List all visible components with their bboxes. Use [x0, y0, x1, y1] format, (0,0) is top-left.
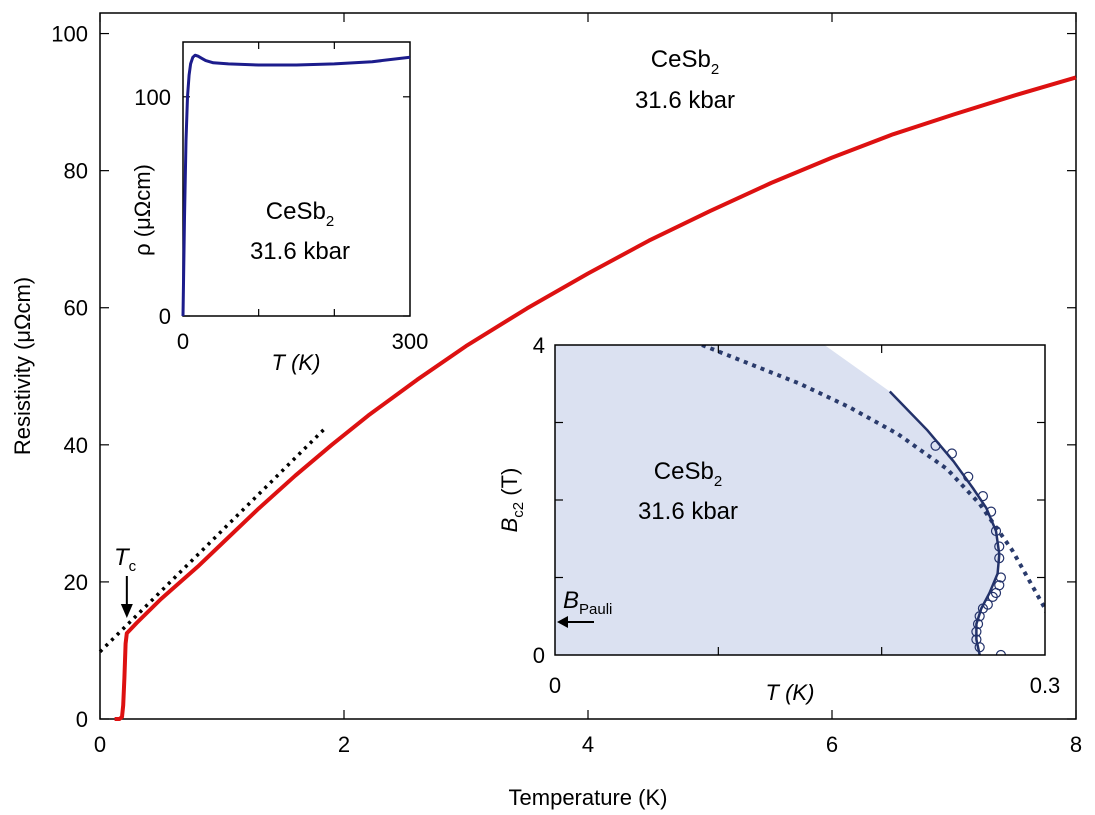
y-tick-label: 0 — [76, 707, 88, 732]
inset2-x-axis-label: T (K) — [766, 680, 815, 705]
inset-bc2-chart: 0 0.3 0 4 T (K) Bc2 (T) CeSb2 31.6 kbar BPa… — [497, 333, 1061, 705]
inset1-series-layer — [181, 53, 411, 317]
inset1-plot-frame — [182, 41, 411, 317]
inset-resistivity-chart: 0 300 0 100 T (K) ρ (μΩcm) CeSb2 31.6 kbar — [130, 41, 428, 375]
bc2-data-point — [930, 440, 941, 451]
inset1-x-tick-label: 0 — [177, 329, 189, 354]
main-x-axis-label: Temperature (K) — [509, 785, 668, 810]
y-tick-label: 20 — [64, 570, 88, 595]
x-tick-label: 0 — [94, 732, 106, 757]
pauli-label: BPauli — [563, 587, 612, 618]
inset1-y-tick-label: 100 — [134, 85, 171, 110]
tc-arrow-head — [120, 604, 133, 618]
y-tick-label: 80 — [64, 159, 88, 184]
x-tick-label: 6 — [826, 732, 838, 757]
bc2-data-point — [946, 448, 958, 459]
inset2-annotation-line1: CeSb2 — [654, 458, 722, 490]
inset1-x-tick-label: 300 — [392, 329, 429, 354]
tc-label: Tc — [114, 544, 137, 575]
pauli-arrow-head — [557, 616, 568, 628]
bc2-data-point — [994, 541, 1005, 552]
inset2-y-tick-label: 0 — [533, 643, 545, 668]
inset2-x-tick-label: 0.3 — [1030, 673, 1061, 698]
x-tick-label: 2 — [338, 732, 350, 757]
bc2-data-point — [995, 572, 1007, 583]
inset2-y-axis-label: Bc2 (T) — [497, 468, 527, 533]
tc-marker: Tc — [114, 544, 137, 618]
main-annotation-line2: 31.6 kbar — [635, 87, 735, 114]
x-tick-label: 8 — [1070, 732, 1082, 757]
inset2-annotation-line2: 31.6 kbar — [638, 498, 738, 525]
inset2-x-tick-label: 0 — [549, 673, 561, 698]
y-tick-label: 40 — [64, 433, 88, 458]
y-tick-label: 100 — [51, 22, 88, 47]
bc2-data-point — [994, 553, 1005, 564]
y-tick-label: 60 — [64, 296, 88, 321]
pauli-marker: BPauli — [557, 587, 612, 628]
bc2-data-point — [985, 506, 997, 517]
bc2-data-point — [995, 649, 1006, 655]
inset2-axis-ticks: 0 0.3 0 4 — [533, 333, 1061, 698]
superconducting-region — [555, 345, 1000, 655]
bc2-data-point — [963, 471, 974, 482]
inset1-y-axis-label: ρ (μΩcm) — [130, 164, 155, 256]
linear-fit-line — [98, 426, 327, 654]
bc2-data-point — [974, 642, 985, 653]
bc2-data-point — [990, 525, 1002, 537]
bc2-fit-line — [888, 390, 1001, 655]
bc2-data-point — [974, 611, 985, 622]
main-annotation-line1: CeSb2 — [651, 46, 719, 78]
pauli-limit-curve — [701, 345, 1045, 615]
main-series-layer — [98, 75, 1077, 721]
inset1-x-axis-label: T (K) — [272, 350, 321, 375]
inset1-y-tick-label: 0 — [159, 304, 171, 329]
resistivity-curve — [114, 75, 1077, 721]
main-y-axis-label: Resistivity (μΩcm) — [10, 277, 35, 455]
x-tick-label: 4 — [582, 732, 594, 757]
inset2-y-tick-label: 4 — [533, 333, 545, 358]
inset1-annotation-line2: 31.6 kbar — [250, 238, 350, 265]
inset1-axis-ticks: 0 300 0 100 — [134, 42, 428, 354]
bc2-data-point — [971, 626, 982, 637]
inset1-annotation-line1: CeSb2 — [266, 198, 334, 230]
bc2-data-point — [987, 591, 998, 602]
bc2-data-point — [972, 618, 984, 630]
inset2-series-layer — [555, 345, 1045, 655]
bc2-data-point — [977, 491, 989, 502]
inset1-resistivity-curve — [181, 53, 411, 317]
